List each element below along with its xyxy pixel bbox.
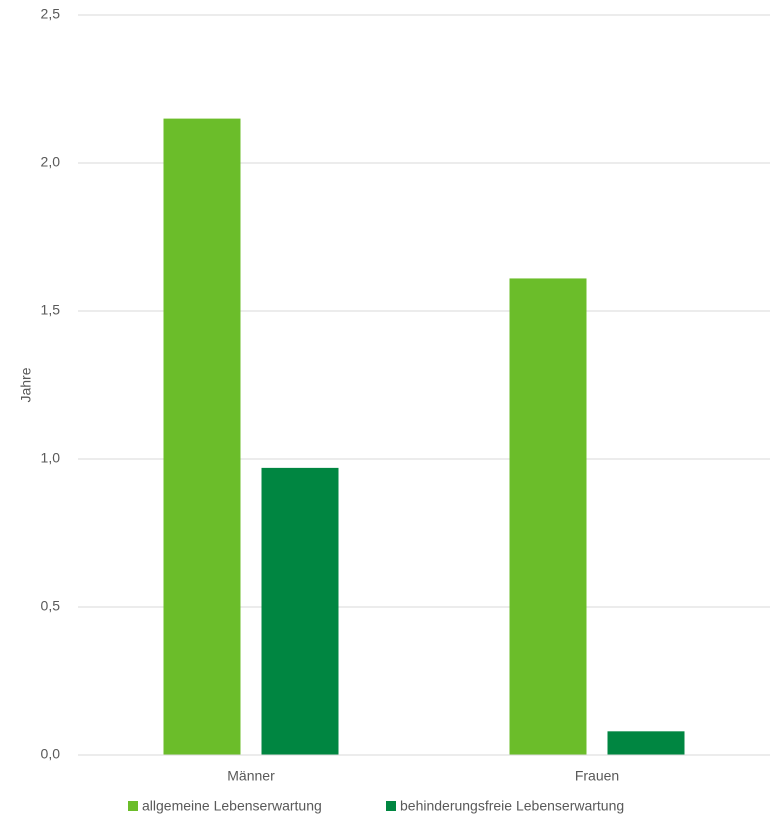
legend-swatch — [128, 801, 138, 811]
x-tick-label: Männer — [227, 768, 275, 784]
y-tick-label: 0,5 — [41, 598, 61, 614]
y-tick-label: 1,0 — [41, 450, 61, 466]
y-axis-label: Jahre — [18, 367, 34, 402]
bar — [163, 118, 241, 756]
bar — [607, 731, 685, 755]
y-tick-label: 2,0 — [41, 154, 61, 170]
x-tick-label: Frauen — [575, 768, 619, 784]
y-tick-label: 0,0 — [41, 746, 61, 762]
bar — [261, 467, 339, 755]
bar — [509, 278, 587, 755]
legend-label: allgemeine Lebenserwartung — [142, 798, 322, 814]
legend-label: behinderungsfreie Lebenserwartung — [400, 798, 624, 814]
y-tick-label: 1,5 — [41, 302, 61, 318]
y-tick-label: 2,5 — [41, 6, 61, 22]
legend-swatch — [386, 801, 396, 811]
